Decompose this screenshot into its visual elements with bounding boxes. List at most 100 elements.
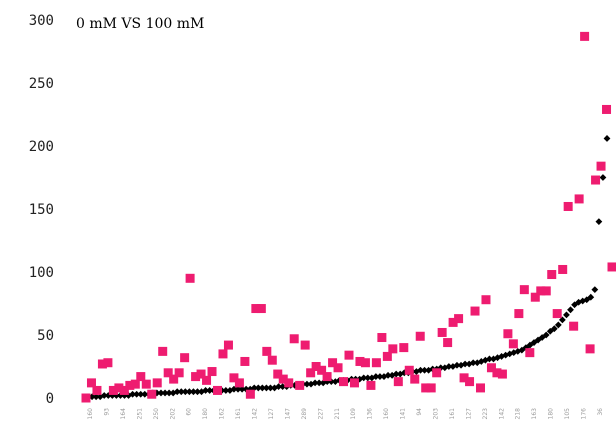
data-point-diamond (490, 355, 497, 363)
data-point-square (207, 367, 217, 377)
data-point-square (125, 380, 135, 390)
y-axis-tick-labels: 0 50 100 150 200 250 300 (29, 13, 54, 407)
data-point-diamond (311, 379, 319, 387)
data-point-square (382, 351, 392, 361)
x-tick-label: 251 (136, 408, 143, 420)
data-point-square (169, 374, 179, 384)
data-point-square (339, 377, 349, 387)
data-point-diamond (514, 347, 522, 355)
data-point-square (114, 383, 124, 393)
data-point-diamond (230, 385, 238, 393)
data-point-square (541, 286, 551, 296)
x-tick-label: 136 (367, 408, 374, 420)
data-point-diamond (242, 385, 250, 393)
data-point-diamond (177, 388, 185, 396)
data-point-square (256, 304, 266, 314)
x-tick-label: 176 (581, 408, 588, 420)
data-point-square (300, 340, 310, 350)
data-point-diamond (190, 388, 197, 396)
data-point-square (289, 334, 299, 344)
data-point-square (130, 379, 140, 389)
data-point-diamond (461, 360, 469, 368)
data-point-diamond (603, 135, 611, 142)
data-point-diamond (372, 373, 380, 380)
data-point-square (360, 358, 370, 368)
data-point-square (136, 372, 146, 382)
data-point-diamond (417, 366, 424, 374)
data-point-diamond (494, 354, 501, 362)
data-point-diamond (181, 388, 189, 396)
x-tick-label: 164 (120, 408, 127, 420)
y-tick-label: 150 (29, 202, 54, 218)
data-point-diamond (327, 378, 335, 386)
data-point-diamond (92, 393, 100, 401)
x-tick-label: 218 (515, 408, 522, 420)
data-point-square (421, 383, 431, 393)
data-point-square (448, 317, 458, 327)
x-tick-label: 211 (334, 408, 341, 420)
data-point-diamond (194, 388, 201, 396)
data-point-square (284, 378, 294, 388)
data-point-square (415, 331, 425, 341)
x-tick-label: 163 (531, 408, 538, 420)
data-point-square (119, 385, 129, 395)
data-point-diamond (202, 387, 209, 394)
data-point-square (580, 31, 590, 41)
y-tick-label: 100 (29, 265, 54, 281)
data-point-square (278, 374, 288, 384)
data-point-square (322, 372, 332, 382)
data-point-square (163, 368, 173, 378)
x-tick-label: 160 (383, 408, 390, 420)
data-point-diamond (133, 390, 141, 398)
data-point-diamond (364, 374, 372, 382)
data-point-square (393, 377, 403, 387)
data-point-diamond (323, 378, 331, 386)
data-point-diamond (267, 384, 274, 392)
data-point-square (158, 346, 168, 356)
data-point-square (525, 348, 535, 358)
x-axis-tick-labels: 160 93 164 251 250 202 60 180 162 161 142 127 147 289… (87, 408, 604, 420)
data-point-square (410, 374, 420, 384)
data-point-square (328, 358, 338, 368)
data-point-diamond (542, 331, 550, 339)
data-point-diamond (550, 325, 558, 333)
data-point-diamond (453, 361, 461, 369)
data-point-square (234, 378, 244, 388)
x-tick-label: 36 (597, 408, 604, 416)
data-point-diamond (530, 339, 538, 346)
data-point-diamond (263, 384, 270, 392)
data-point-square (569, 321, 579, 331)
x-tick-label: 227 (317, 408, 324, 420)
data-point-square (273, 369, 283, 379)
data-point-square (465, 377, 475, 387)
data-point-square (503, 329, 513, 339)
data-point-diamond (307, 380, 315, 388)
data-point-diamond (275, 383, 282, 391)
data-point-diamond (563, 311, 570, 319)
data-point-diamond (234, 385, 242, 393)
data-point-diamond (246, 385, 254, 393)
x-tick-label: 142 (498, 408, 505, 420)
data-point-square (295, 380, 305, 390)
data-point-diamond (315, 379, 323, 387)
data-point-square (152, 378, 162, 388)
data-point-diamond (206, 387, 214, 394)
data-point-diamond (222, 387, 230, 394)
data-point-square (311, 362, 321, 371)
data-point-diamond (226, 387, 234, 394)
data-point-square (476, 383, 485, 393)
data-point-square (86, 378, 96, 388)
data-point-square (443, 338, 453, 348)
x-tick-label: 93 (103, 408, 110, 416)
data-point-diamond (449, 363, 457, 370)
data-point-square (174, 368, 184, 378)
data-point-square (108, 385, 118, 395)
data-point-diamond (441, 364, 449, 372)
data-point-square (497, 369, 507, 379)
x-tick-label: 250 (153, 408, 160, 420)
data-point-diamond (599, 174, 607, 181)
data-point-square (426, 383, 436, 393)
data-point-square (519, 285, 529, 295)
data-point-square (459, 373, 469, 383)
data-point-square (404, 365, 414, 375)
